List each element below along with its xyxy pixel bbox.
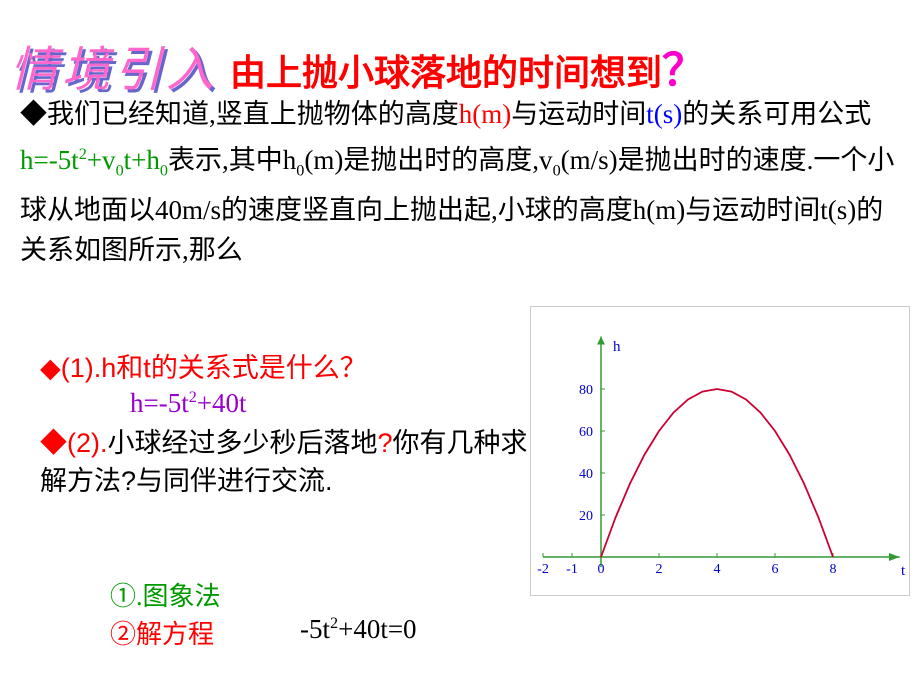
title-text: 由上抛小球落地的时间想到 — [230, 52, 662, 93]
q2-text1: 小球经过多少秒后落地 — [108, 428, 378, 458]
svg-text:20: 20 — [579, 509, 593, 524]
q2-qm2: ? — [121, 466, 136, 496]
q2-text3: 与同伴进行交流. — [136, 466, 333, 496]
svg-text:4: 4 — [714, 562, 721, 577]
svg-text:0: 0 — [598, 562, 605, 577]
q1-rest: 的关系式是什么？ — [151, 353, 367, 383]
chart-svg: -2 -1 0 2 4 6 8 20 40 60 80 t h — [531, 307, 909, 595]
a1-sq: 2 — [189, 388, 197, 406]
eq2-text: -5t — [300, 614, 330, 644]
q1-and: 和 — [116, 353, 143, 383]
question-1: ◆(1).h和t的关系式是什么？ — [40, 346, 367, 385]
equation-2: -5t2+40t=0 — [300, 614, 417, 645]
title-qmark: ？ — [662, 46, 706, 95]
p-hm: h(m) — [459, 99, 511, 129]
eq2-sq: 2 — [330, 614, 338, 632]
a1-tail: +40t — [197, 388, 247, 418]
main-paragraph: ◆我们已经知道,竖直上抛物体的高度h(m)与运动时间t(s)的关系可用公式 h=-… — [20, 94, 900, 270]
p-text2: 与运动时间 — [511, 99, 646, 129]
a1-text: h=-5t — [130, 388, 189, 418]
parabola-chart: -2 -1 0 2 4 6 8 20 40 60 80 t h — [530, 306, 910, 596]
svg-text:60: 60 — [579, 425, 593, 440]
q1-label: (1).h — [61, 353, 117, 383]
svg-text:-2: -2 — [537, 562, 549, 577]
p-formula: h=-5t2+v0t+h0 — [20, 145, 168, 175]
q2-label: (2). — [67, 428, 108, 458]
svg-text:-1: -1 — [566, 562, 578, 577]
bullet-icon: ◆ — [40, 428, 67, 458]
svg-text:h: h — [613, 339, 621, 355]
question-2: ◆(2).小球经过多少秒后落地?你有几种求解方法?与同伴进行交流. — [40, 424, 530, 500]
svg-text:80: 80 — [579, 383, 593, 398]
p-text3: 的关系可用公式 — [682, 99, 871, 129]
svg-text:6: 6 — [772, 562, 779, 577]
q2-qm: ? — [378, 428, 393, 458]
svg-text:2: 2 — [656, 562, 663, 577]
p-text1: 我们已经知道,竖直上抛物体的高度 — [47, 99, 459, 129]
answer-1: h=-5t2+40t — [130, 388, 247, 419]
svg-text:8: 8 — [830, 562, 837, 577]
scenario-label: 情境引入 — [10, 30, 218, 100]
bullet-icon: ◆ — [40, 353, 61, 383]
eq2-tail: +40t=0 — [338, 614, 416, 644]
page-title: 由上抛小球落地的时间想到？ — [230, 34, 706, 98]
method-1: ①.图象法 — [110, 576, 221, 613]
q1-t: t — [143, 353, 151, 383]
svg-text:t: t — [901, 563, 906, 579]
method-2: ②解方程 — [110, 614, 214, 651]
svg-text:40: 40 — [579, 467, 593, 482]
bullet-icon: ◆ — [20, 99, 47, 129]
p-ts: t(s) — [646, 99, 682, 129]
